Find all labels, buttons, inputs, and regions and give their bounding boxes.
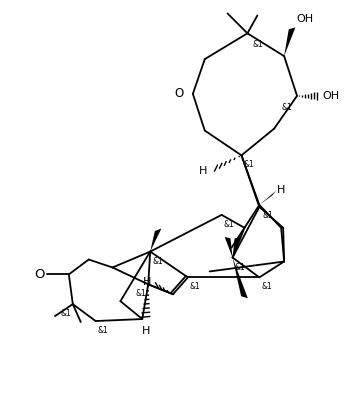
Text: &1: &1 <box>252 40 263 49</box>
Polygon shape <box>150 228 162 252</box>
Polygon shape <box>259 191 276 205</box>
Text: H: H <box>143 277 151 287</box>
Text: &1: &1 <box>261 282 272 291</box>
Polygon shape <box>284 28 295 56</box>
Text: H: H <box>277 185 285 195</box>
Text: H: H <box>142 326 150 336</box>
Text: &1: &1 <box>98 326 108 335</box>
Text: OH: OH <box>323 91 340 101</box>
Text: &1: &1 <box>136 289 146 298</box>
Text: OH: OH <box>296 14 313 24</box>
Text: O: O <box>34 268 44 281</box>
Text: &1: &1 <box>190 282 201 291</box>
Text: &1: &1 <box>281 103 292 112</box>
Text: &1: &1 <box>152 256 163 266</box>
Polygon shape <box>233 237 240 258</box>
Text: &1: &1 <box>234 262 245 272</box>
Text: &1: &1 <box>262 211 273 220</box>
Text: O: O <box>174 87 184 100</box>
Text: &1: &1 <box>224 220 234 229</box>
Polygon shape <box>233 258 248 298</box>
Polygon shape <box>225 237 233 258</box>
Text: &1: &1 <box>244 160 254 169</box>
Text: H: H <box>199 166 208 176</box>
Text: &1: &1 <box>60 309 71 318</box>
